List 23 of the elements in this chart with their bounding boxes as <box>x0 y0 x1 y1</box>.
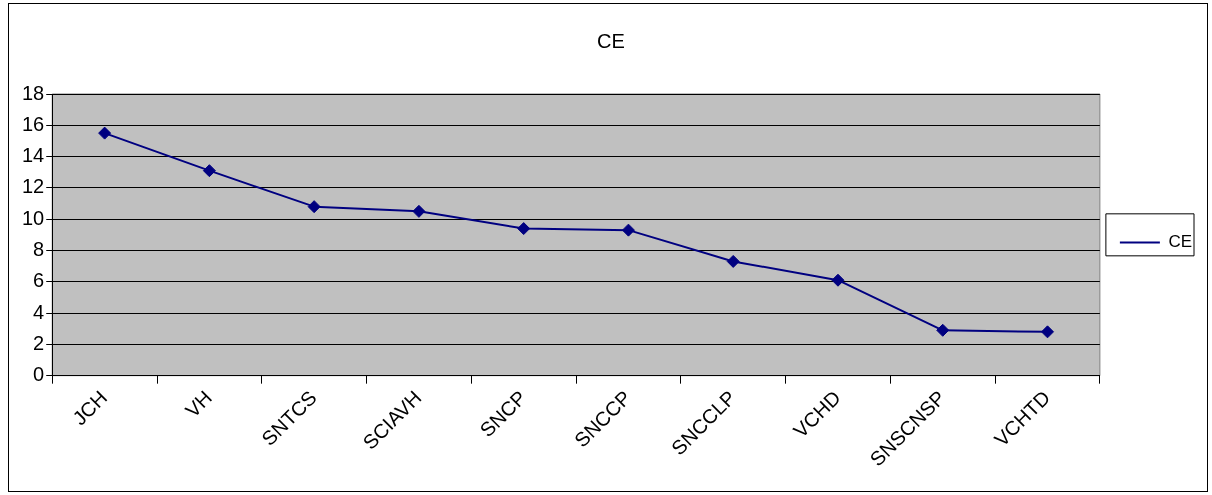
point <box>621 223 635 237</box>
point <box>936 323 950 337</box>
y-tick-label: 8 <box>33 237 45 260</box>
y-tick-label: 2 <box>33 331 45 354</box>
point <box>831 273 845 287</box>
point <box>1041 325 1054 339</box>
y-tick-label: 4 <box>33 300 45 323</box>
y-tick-label: 10 <box>22 206 45 229</box>
point <box>98 126 112 140</box>
y-tick-label: 18 <box>22 81 45 104</box>
y-tick-label: 6 <box>33 269 45 292</box>
x-tick-label: VH <box>180 386 217 422</box>
point <box>517 222 531 236</box>
point <box>412 204 426 218</box>
legend-label: CE <box>1168 232 1193 252</box>
point <box>202 164 216 178</box>
y-tick-label: 14 <box>22 144 45 167</box>
y-tick-label: 16 <box>22 112 45 135</box>
y-tick-label: 12 <box>22 175 45 198</box>
y-tick-label: 0 <box>33 363 45 386</box>
chart-title: CE <box>597 29 625 52</box>
point <box>726 254 740 268</box>
point <box>307 200 321 214</box>
